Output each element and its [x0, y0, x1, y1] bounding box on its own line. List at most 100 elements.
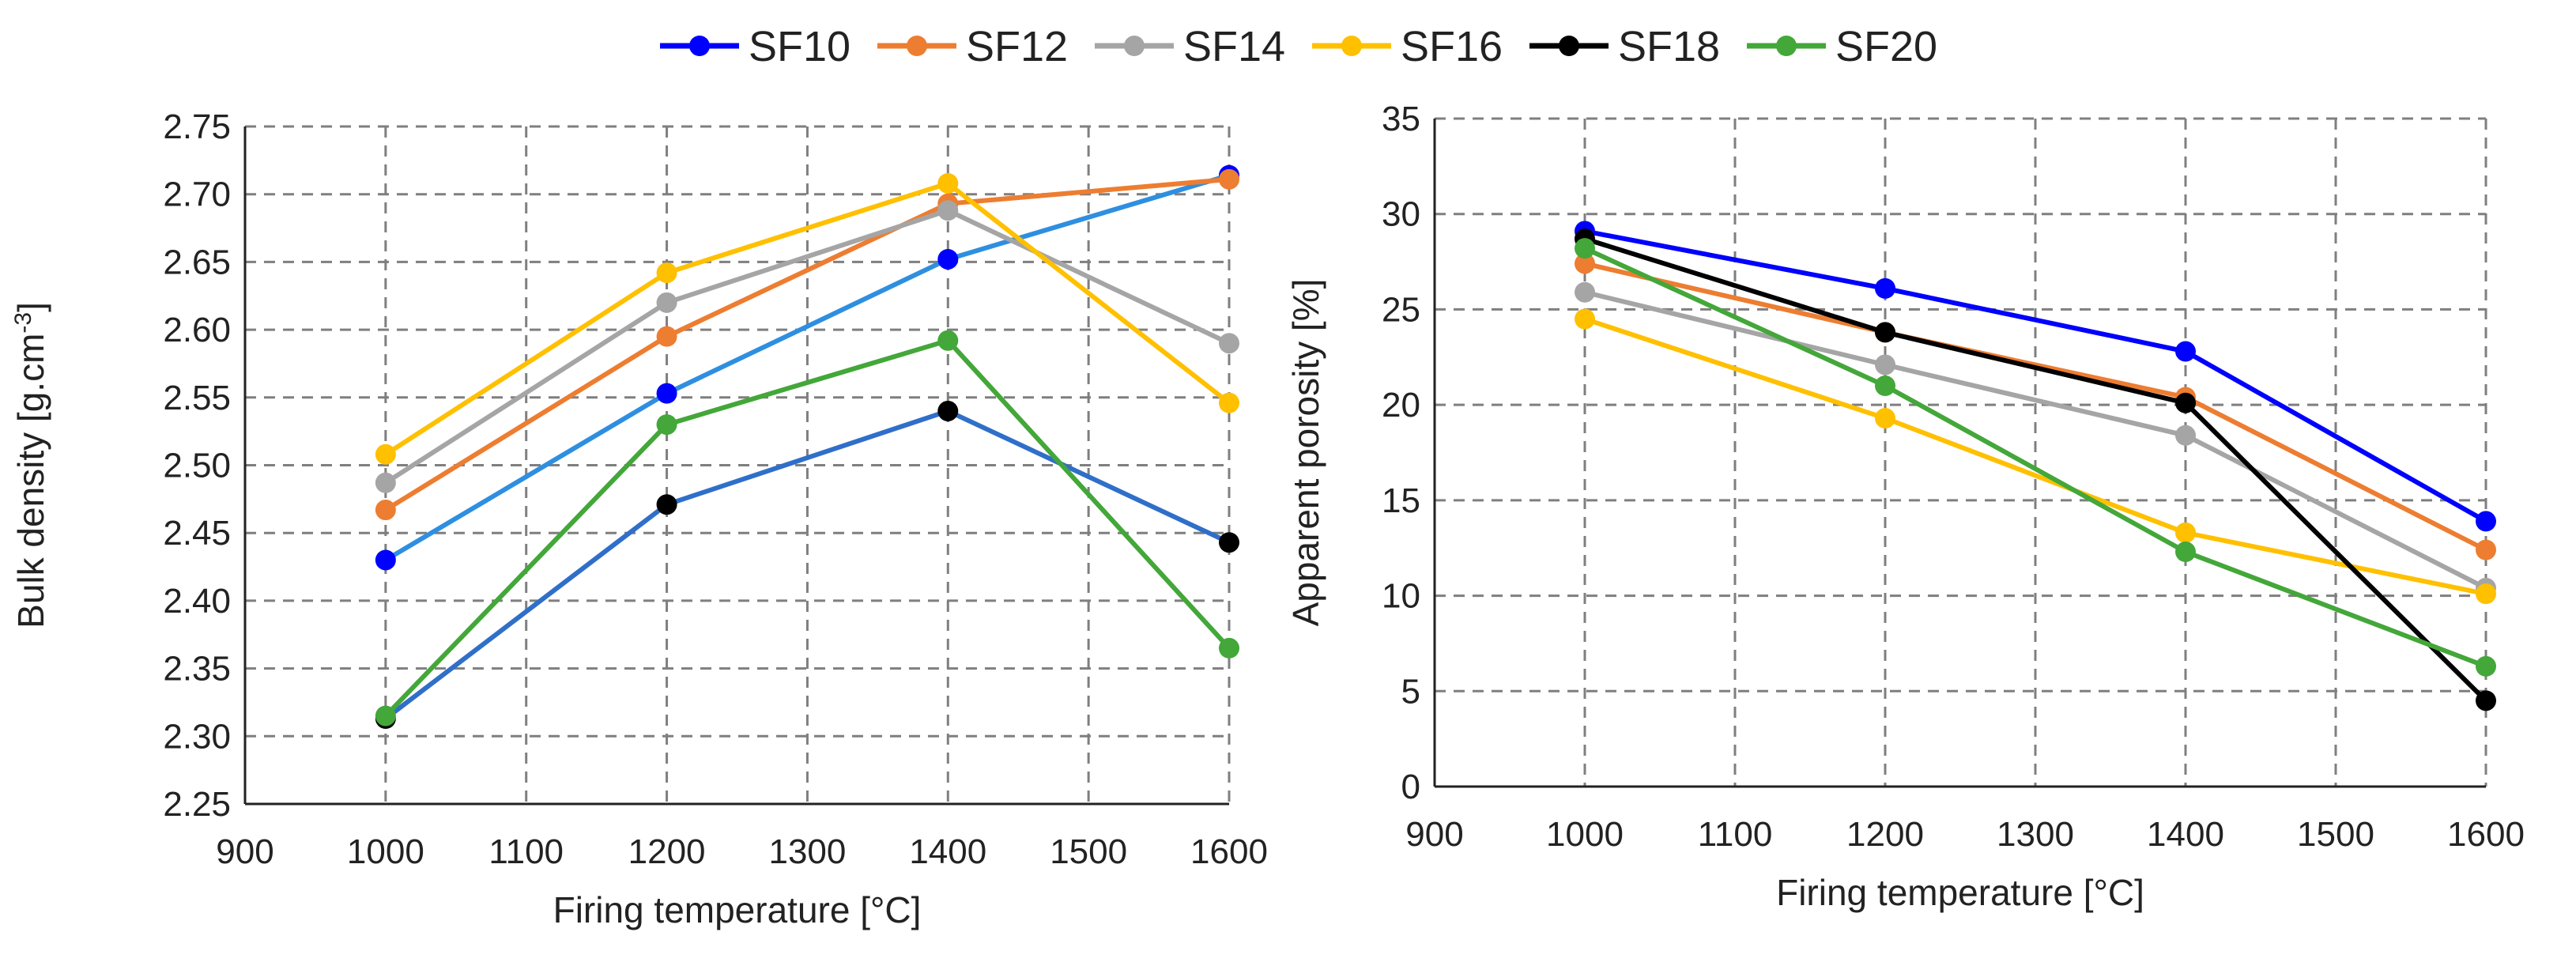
legend-marker: [1341, 36, 1362, 56]
legend-item-sf10: SF10: [660, 23, 850, 70]
data-point: [656, 262, 677, 284]
data-point: [375, 549, 396, 571]
x-tick-label: 1200: [1846, 815, 1924, 854]
y-tick-label: 2.70: [163, 175, 231, 214]
y-tick-label: 2.60: [163, 311, 231, 349]
data-point: [2175, 392, 2196, 413]
series-line: [384, 408, 1231, 721]
data-point: [1219, 392, 1239, 413]
legend-marker: [1776, 36, 1797, 56]
y-axis-label: Apparent porosity [%]: [1285, 279, 1326, 627]
legend-marker: [907, 36, 927, 56]
data-point: [937, 248, 959, 270]
y-axis-label-superscript: -3: [10, 312, 36, 334]
data-point: [2476, 655, 2496, 677]
data-point: [656, 326, 677, 347]
y-tick-label: 25: [1382, 290, 1420, 329]
data-point: [656, 383, 677, 404]
data-point: [2476, 511, 2496, 532]
x-tick-label: 1500: [1050, 832, 1127, 871]
legend-label: SF10: [749, 23, 850, 70]
y-tick-label: 2.40: [163, 582, 231, 621]
data-point: [2175, 522, 2196, 543]
series-line: [384, 208, 1231, 485]
gridlines: [245, 125, 1231, 804]
y-tick-label: 35: [1382, 100, 1420, 138]
data-point: [375, 472, 396, 493]
legend-item-sf20: SF20: [1747, 23, 1937, 70]
series-line: [383, 338, 1231, 718]
y-tick-label: 0: [1401, 768, 1420, 806]
x-tick-label: 900: [216, 832, 273, 871]
legend-label: SF16: [1401, 23, 1503, 70]
series-sf18: [375, 400, 1239, 730]
data-point: [1875, 408, 1895, 429]
x-tick-label: 1200: [628, 832, 706, 871]
data-point: [1219, 333, 1239, 354]
series-line: [1584, 228, 2487, 524]
data-point: [1575, 308, 1595, 330]
series-line: [1584, 236, 2488, 703]
data-point: [937, 200, 959, 221]
y-tick-label: 5: [1401, 672, 1420, 711]
legend-item-sf12: SF12: [877, 23, 1068, 70]
data-point: [2175, 341, 2196, 362]
data-point: [656, 292, 677, 313]
series-sf16: [1575, 308, 2496, 605]
data-point: [2175, 425, 2196, 446]
y-tick-label: 2.55: [163, 379, 231, 417]
data-point: [1219, 168, 1239, 190]
y-tick-label: 2.30: [163, 717, 231, 756]
x-tick-label: 1100: [488, 832, 564, 871]
series-line: [384, 172, 1230, 563]
legend-item-sf14: SF14: [1095, 23, 1285, 70]
legend-label: SF12: [966, 23, 1068, 70]
data-point: [1575, 238, 1595, 259]
legend-label: SF14: [1183, 23, 1285, 70]
y-tick-label: 20: [1382, 386, 1420, 425]
data-point: [1219, 637, 1239, 658]
data-point: [375, 705, 396, 726]
data-point: [656, 414, 677, 436]
x-tick-label: 1400: [2147, 815, 2224, 854]
data-point: [1875, 277, 1895, 299]
y-tick-label: 2.45: [163, 514, 231, 553]
x-tick-label: 900: [1405, 815, 1463, 854]
bulk-density-chart: 900 1000 1100 1200 1300 1400 1500 1600 2.25 2.30 2…: [10, 108, 1268, 930]
data-point: [1875, 322, 1895, 343]
y-tick-label: 15: [1382, 481, 1420, 520]
legend-label: SF20: [1835, 23, 1937, 70]
legend-marker: [689, 36, 710, 56]
series-line: [1584, 316, 2487, 597]
x-tick-label: 1100: [1698, 815, 1773, 854]
data-point: [2476, 690, 2496, 711]
x-tick-label: 1400: [909, 832, 986, 871]
data-point: [937, 330, 959, 351]
data-point: [2476, 539, 2496, 560]
series-line: [384, 176, 1230, 512]
x-tick-label: 1000: [347, 832, 424, 871]
y-tick-label: 2.75: [163, 108, 231, 146]
data-point: [2476, 583, 2496, 605]
y-axis-label-tail: ]: [10, 302, 51, 312]
legend-item-sf18: SF18: [1529, 23, 1720, 70]
chart-legend: SF10 SF12 SF14 SF16 SF18 SF20: [660, 23, 1937, 70]
y-tick-label: 2.25: [163, 785, 231, 824]
data-point: [1219, 532, 1239, 553]
series-line: [384, 180, 1231, 457]
data-point: [1875, 375, 1895, 396]
x-tick-label: 1600: [2447, 815, 2525, 854]
data-point: [1875, 354, 1895, 375]
data-point: [2175, 541, 2196, 563]
legend-marker: [1124, 36, 1145, 56]
y-tick-label: 2.65: [163, 243, 231, 281]
legend-label: SF18: [1618, 23, 1720, 70]
y-tick-label: 10: [1382, 577, 1420, 616]
series-sf16: [375, 172, 1239, 465]
y-axis-label-main: Apparent porosity [%]: [1285, 279, 1326, 627]
x-axis-label: Firing temperature [°C]: [1776, 872, 2144, 913]
legend-item-sf16: SF16: [1312, 23, 1503, 70]
legend-marker: [1559, 36, 1579, 56]
data-point: [937, 172, 959, 194]
